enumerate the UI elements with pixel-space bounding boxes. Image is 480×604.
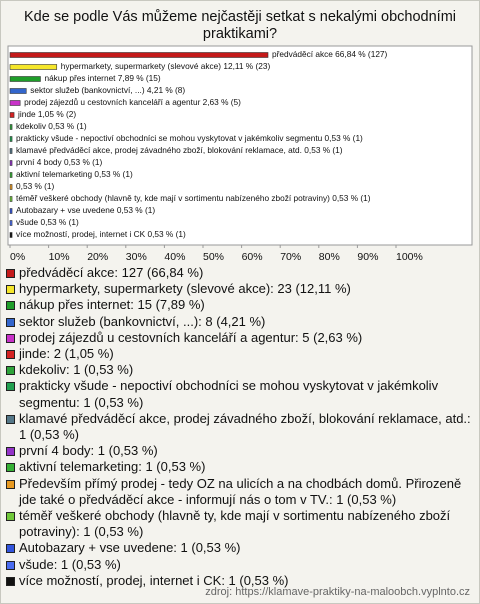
legend-item: Autobazary + vse uvedene: 1 (0,53 %) (6, 540, 474, 556)
legend-item: Především přímý prodej - tedy OZ na ulic… (6, 476, 474, 508)
legend-swatch (6, 447, 15, 457)
bar (9, 172, 13, 178)
x-tick-label: 80% (319, 251, 340, 263)
x-tick-label: 100% (396, 251, 423, 263)
legend-swatch (6, 512, 15, 522)
legend-item: nákup přes internet: 15 (7,89 %) (6, 297, 474, 313)
legend-text: prakticky všude - nepoctiví obchodníci s… (19, 378, 439, 410)
bar-label: jinde 1,05 % (2) (17, 109, 76, 119)
legend-text: sektor služeb (bankovnictví, ...): 8 (4,… (19, 313, 266, 329)
bar-label: sektor služeb (bankovnictví, ...) 4,21 %… (30, 85, 185, 95)
legend-swatch (6, 269, 15, 278)
legend-item: prakticky všude - nepoctiví obchodníci s… (6, 378, 474, 410)
legend-swatch (6, 285, 15, 295)
bar-label: nákup přes internet 7,89 % (15) (44, 73, 160, 83)
legend-text: prodej zájezdů u cestovních kanceláří a … (19, 329, 363, 345)
bar-label: hypermarkety, supermarkety (slevové akce… (61, 61, 271, 71)
legend-swatch (6, 463, 15, 473)
legend-swatch (6, 544, 15, 554)
bar-label: prodej zájezdů u cestovních kanceláří a … (24, 97, 241, 107)
plot-area (7, 45, 473, 246)
bar-label: aktivní telemarketing 0,53 % (1) (16, 169, 133, 179)
legend-swatch (6, 366, 15, 376)
legend-item: první 4 body: 1 (0,53 %) (6, 443, 474, 459)
x-tick-label: 10% (49, 251, 70, 263)
legend: předváděcí akce: 127 (66,84 %) hypermarke… (6, 265, 474, 589)
chart-title: Kde se podle Vás můžeme nejčastěji setka… (24, 9, 456, 42)
bar-label: Autobazary + vse uvedene 0,53 % (1) (16, 205, 155, 215)
x-tick-label: 50% (203, 251, 224, 263)
legend-item: aktivní telemarketing: 1 (0,53 %) (6, 459, 474, 475)
bar (9, 112, 15, 118)
legend-swatch (6, 350, 15, 360)
legend-text: více možností, prodej, internet i CK: 1 … (19, 572, 289, 588)
bar (9, 100, 21, 106)
legend-text: Autobazary + vse uvedene: 1 (0,53 %) (19, 540, 241, 556)
bar-label: více možností, prodej, internet i CK 0,5… (16, 229, 186, 239)
legend-item: prodej zájezdů u cestovních kanceláří a … (6, 330, 474, 346)
legend-item: všude: 1 (0,53 %) (6, 557, 474, 573)
source: zdroj: https://klamave-praktiky-na-maloo… (205, 586, 470, 598)
legend-swatch (6, 576, 15, 586)
legend-item: více možností, prodej, internet i CK: 1 … (6, 573, 474, 589)
legend-text: Především přímý prodej - tedy OZ na ulic… (19, 475, 462, 507)
legend-item: klamavé předváděcí akce, prodej závadnéh… (6, 411, 474, 443)
legend-text: aktivní telemarketing: 1 (0,53 %) (19, 459, 206, 475)
legend-swatch (6, 382, 15, 392)
bar (9, 184, 13, 190)
bar-label: první 4 body 0,53 % (1) (16, 157, 102, 167)
bar (9, 220, 13, 226)
legend-item: předváděcí akce: 127 (66,84 %) (6, 265, 474, 281)
x-tick-label: 60% (242, 251, 263, 263)
legend-swatch (6, 414, 15, 424)
bar (9, 52, 269, 58)
legend-item: hypermarkety, supermarkety (slevové akce… (6, 281, 474, 297)
bar (9, 64, 58, 70)
bar (9, 76, 41, 82)
legend-item: jinde: 2 (1,05 %) (6, 346, 474, 362)
legend-item: kdekoliv: 1 (0,53 %) (6, 362, 474, 378)
bar-label: 0,53 % (1) (16, 181, 55, 191)
legend-swatch (6, 333, 15, 343)
x-tick-label: 20% (87, 251, 108, 263)
legend-text: téměř veškeré obchody (hlavně ty, kde ma… (19, 508, 451, 540)
legend-text: hypermarkety, supermarkety (slevové akce… (19, 281, 351, 297)
legend-text: všude: 1 (0,53 %) (19, 556, 121, 572)
x-tick-label: 40% (164, 251, 185, 263)
x-tick-label: 30% (126, 251, 147, 263)
x-tick-label: 0% (10, 251, 25, 263)
bar (9, 136, 13, 142)
bar (9, 232, 13, 238)
legend-swatch (6, 317, 15, 327)
legend-item: sektor služeb (bankovnictví, ...): 8 (4,… (6, 314, 474, 330)
legend-item: téměř veškeré obchody (hlavně ty, kde ma… (6, 508, 474, 540)
x-tick-label: 90% (357, 251, 378, 263)
x-tick-label: 70% (280, 251, 301, 263)
bar (9, 196, 13, 202)
bar-label: klamavé předváděcí akce, prodej závadnéh… (16, 145, 343, 155)
bar (9, 124, 13, 130)
legend-text: kdekoliv: 1 (0,53 %) (19, 362, 134, 378)
bar-label: téměř veškeré obchody (hlavně ty, kde ma… (16, 193, 371, 203)
legend-swatch (6, 301, 15, 311)
legend-text: klamavé předváděcí akce, prodej závadnéh… (19, 410, 471, 443)
legend-swatch (6, 479, 15, 489)
bar-label: všude 0,53 % (1) (16, 217, 79, 227)
bar (9, 148, 13, 154)
bar (9, 208, 13, 214)
bar (9, 88, 27, 94)
bar-label: předváděcí akce 66,84 % (127) (272, 49, 388, 59)
legend-text: jinde: 2 (1,05 %) (19, 346, 114, 362)
bar (9, 160, 13, 166)
legend-text: nákup přes internet: 15 (7,89 %) (19, 297, 205, 313)
bar-label: kdekoliv 0,53 % (1) (16, 121, 87, 131)
legend-swatch (6, 560, 15, 570)
legend-text: první 4 body: 1 (0,53 %) (19, 443, 158, 459)
bar-label: prakticky všude - nepoctiví obchodníci s… (16, 133, 363, 143)
legend-text: předváděcí akce: 127 (66,84 %) (19, 265, 204, 280)
